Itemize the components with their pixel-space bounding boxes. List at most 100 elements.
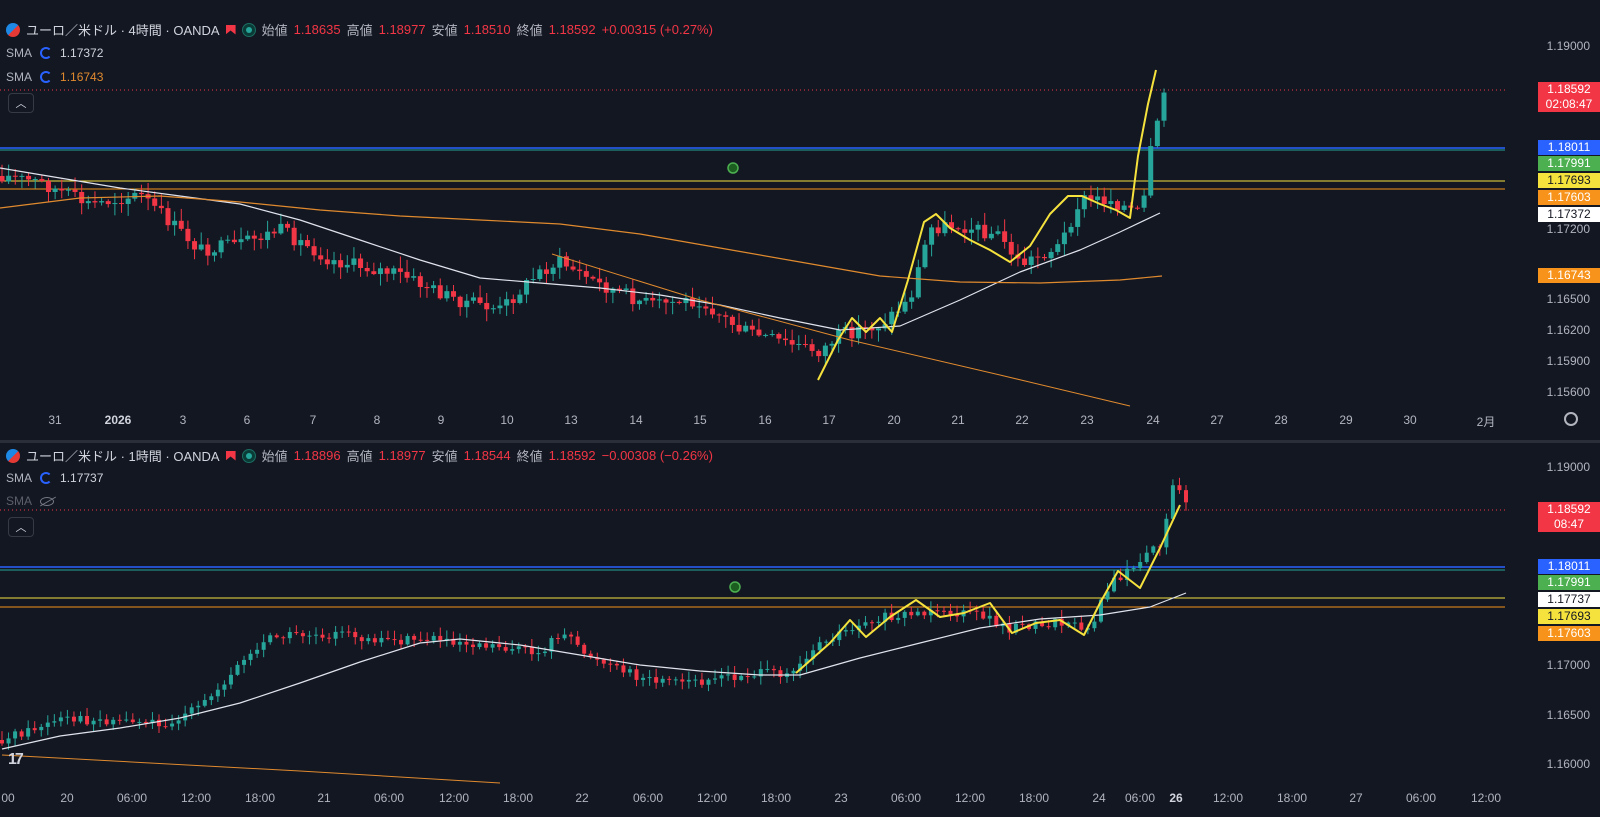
candle[interactable] [484,293,490,322]
candle[interactable] [590,275,596,281]
candle[interactable] [470,292,476,304]
candle[interactable] [258,233,264,249]
candle[interactable] [231,230,237,245]
candle[interactable] [1131,565,1136,572]
candle[interactable] [351,247,357,272]
candle[interactable] [287,627,292,644]
candle[interactable] [811,644,816,665]
candle[interactable] [883,608,888,631]
candle[interactable] [601,658,606,669]
candle[interactable] [863,616,868,629]
candle[interactable] [464,294,470,318]
candle[interactable] [251,230,257,251]
candle[interactable] [209,693,214,706]
candle[interactable] [261,634,266,658]
candle[interactable] [922,240,928,269]
candle[interactable] [1075,197,1081,236]
candle[interactable] [504,291,510,316]
candle[interactable] [364,261,370,277]
symbol-title[interactable]: ユーロ／米ドル · 4時間 · OANDA [26,23,220,38]
candle[interactable] [570,259,576,272]
candle[interactable] [896,611,901,624]
candle[interactable] [98,710,103,728]
candle[interactable] [438,627,443,648]
candle[interactable] [988,226,994,241]
candle[interactable] [1028,250,1034,274]
candle[interactable] [125,191,131,216]
candle[interactable] [391,265,397,281]
candle[interactable] [763,333,769,338]
candle[interactable] [39,723,44,737]
candle[interactable] [1068,222,1074,237]
candle[interactable] [562,628,567,641]
candle[interactable] [816,349,822,363]
candle[interactable] [1134,205,1140,211]
candle[interactable] [397,256,403,284]
candle[interactable] [165,201,171,231]
candle[interactable] [875,327,881,342]
candle[interactable] [703,297,709,316]
candle[interactable] [902,292,908,314]
sma-line-white[interactable] [1,592,1187,750]
candle[interactable] [307,630,312,645]
candle[interactable] [150,712,155,730]
candle[interactable] [981,604,986,620]
candle[interactable] [849,321,855,347]
candle[interactable] [1002,219,1008,249]
candle[interactable] [1055,239,1061,256]
candle[interactable] [603,276,609,303]
bookmark-icon[interactable] [225,450,236,461]
candle[interactable] [690,287,696,309]
candle[interactable] [202,693,207,708]
candle[interactable] [185,220,191,249]
candle[interactable] [769,329,775,337]
candle[interactable] [1141,189,1147,212]
candle[interactable] [111,717,116,730]
market-status-icon[interactable] [241,22,256,37]
candle[interactable] [955,226,961,232]
candle[interactable] [457,633,462,652]
candle[interactable] [65,186,71,196]
candle[interactable] [392,630,397,646]
candle[interactable] [621,658,626,678]
candle[interactable] [32,721,37,734]
candle[interactable] [424,282,430,298]
candle[interactable] [1061,221,1067,256]
candle[interactable] [630,278,636,312]
candle[interactable] [676,300,682,305]
candle[interactable] [6,732,11,750]
candle[interactable] [1170,479,1175,521]
candle[interactable] [65,709,70,725]
sma-line-orange[interactable] [0,195,1163,284]
candle[interactable] [597,267,603,292]
alarm-clock-icon[interactable] [727,162,739,174]
candle[interactable] [869,321,875,339]
candle[interactable] [205,238,211,266]
candle[interactable] [156,714,161,733]
candle[interactable] [1115,199,1121,216]
candle[interactable] [804,651,809,673]
candle[interactable] [218,236,224,259]
candle[interactable] [987,607,992,627]
symbol-title[interactable]: ユーロ／米ドル · 1時間 · OANDA [26,449,220,464]
candle[interactable] [379,630,384,647]
candle[interactable] [6,164,12,185]
candle[interactable] [45,715,50,736]
candle[interactable] [245,230,251,241]
candle[interactable] [331,251,337,274]
candle[interactable] [265,220,271,249]
candle[interactable] [876,616,881,627]
chart-pane-1h[interactable]: ユーロ／米ドル · 1時間 · OANDA 始値 1.18896 高値 1.1897… [0,443,1600,817]
candle[interactable] [1048,248,1054,268]
eye-off-icon[interactable] [40,496,55,506]
candle[interactable] [477,640,482,650]
candle[interactable] [91,717,96,732]
candle[interactable] [783,328,789,346]
candle[interactable] [225,235,231,244]
candle[interactable] [686,671,691,689]
candle[interactable] [743,321,749,333]
candle[interactable] [300,630,305,644]
candle[interactable] [1161,88,1167,127]
candle[interactable] [641,673,646,687]
candle[interactable] [99,197,105,206]
